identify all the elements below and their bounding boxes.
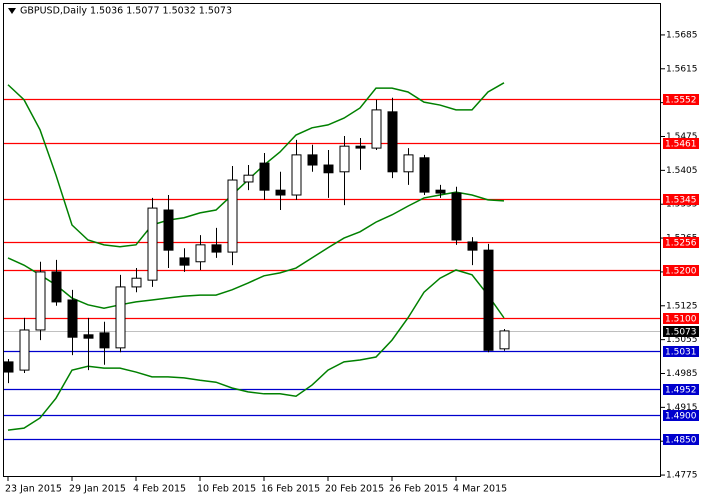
level-label: 1.5031	[665, 348, 697, 358]
level-label-box	[663, 138, 699, 149]
candle-body	[387, 111, 398, 173]
candle-body	[195, 244, 206, 263]
candle-body	[35, 271, 46, 331]
level-label: 1.4850	[665, 436, 697, 446]
x-tick-label: 16 Feb 2015	[261, 484, 320, 495]
y-tick-label: 1.5615	[666, 64, 698, 74]
level-label-box	[663, 313, 699, 324]
level-label-box	[663, 384, 699, 395]
level-label: 1.5200	[665, 267, 697, 277]
candle-body	[99, 332, 110, 349]
y-tick-label: 1.4915	[666, 403, 698, 413]
candle-body	[499, 330, 510, 350]
candle-body	[371, 109, 382, 149]
y-tick-label: 1.5405	[666, 166, 698, 176]
candle-body	[83, 334, 94, 339]
band-line	[7, 191, 505, 309]
plot-area	[3, 82, 661, 441]
candle-body	[179, 257, 190, 266]
x-tick-label: 29 Jan 2015	[69, 484, 126, 495]
x-tick-label: 4 Mar 2015	[453, 484, 507, 495]
y-tick-label: 1.5685	[666, 30, 698, 40]
band-line	[7, 82, 505, 248]
candle-body	[275, 189, 286, 196]
x-tick-label: 26 Feb 2015	[389, 484, 448, 495]
candle-body	[307, 154, 318, 166]
y-tick-label: 1.4985	[666, 369, 698, 379]
current-price-label: 1.5073	[665, 328, 697, 338]
y-tick-label: 1.5055	[666, 335, 698, 345]
candle-body	[451, 192, 462, 241]
chart-title: GBPUSD,Daily 1.5036 1.5077 1.5032 1.5073	[20, 6, 232, 17]
current-price-box	[663, 326, 699, 337]
candle-body	[355, 145, 366, 149]
level-label-box	[663, 410, 699, 421]
candle-body	[227, 179, 238, 253]
x-tick-label: 20 Feb 2015	[325, 484, 384, 495]
candle-body	[323, 164, 334, 174]
candle-body	[259, 162, 270, 191]
x-tick-label: 23 Jan 2015	[5, 484, 62, 495]
candle-body	[163, 209, 174, 251]
level-label-box	[663, 346, 699, 357]
candle-body	[211, 244, 222, 253]
candle-body	[51, 271, 62, 303]
level-label-box	[663, 94, 699, 105]
level-label-box	[663, 237, 699, 248]
level-label-box	[663, 265, 699, 276]
candle-body	[19, 329, 30, 371]
candle-body	[339, 145, 350, 173]
plot-frame	[3, 3, 661, 477]
candle-body	[467, 241, 478, 251]
candle-body	[131, 277, 142, 288]
menu-icon[interactable]	[8, 8, 16, 14]
candle-body	[419, 157, 430, 193]
x-tick-label: 10 Feb 2015	[197, 484, 256, 495]
band-line	[7, 269, 505, 431]
candle-body	[403, 154, 414, 173]
level-label: 1.5256	[665, 239, 697, 249]
y-tick-label: 1.5475	[666, 132, 698, 142]
level-label: 1.4952	[665, 386, 697, 396]
candle-body	[147, 207, 158, 281]
candle-body	[243, 174, 254, 183]
level-labels: 1.5552 1.5461 1.5345 1.5256 1.5200 1.5100 1.50…	[663, 94, 699, 446]
y-tick-label: 1.5125	[666, 301, 698, 311]
x-tick-label: 4 Feb 2015	[133, 484, 186, 495]
candle-body	[3, 361, 14, 373]
level-label: 1.5461	[665, 140, 697, 150]
candle-body	[483, 249, 494, 351]
candle-body	[435, 189, 446, 194]
y-tick-label: 1.4775	[666, 471, 698, 481]
level-label: 1.5552	[665, 96, 697, 106]
candle-body	[291, 154, 302, 196]
level-label-box	[663, 194, 699, 205]
level-label: 1.5100	[665, 315, 697, 325]
candle-body	[67, 299, 78, 338]
level-label: 1.4900	[665, 412, 697, 422]
candle-body	[115, 286, 126, 349]
level-label: 1.5345	[665, 196, 697, 206]
level-label-box	[663, 434, 699, 445]
